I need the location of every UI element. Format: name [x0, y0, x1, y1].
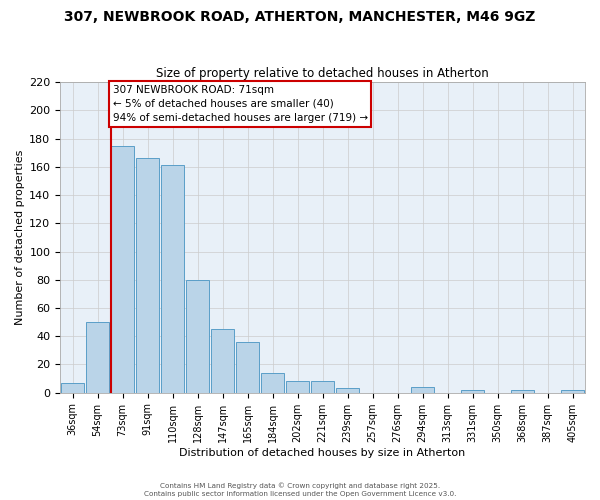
- Bar: [286, 382, 309, 392]
- X-axis label: Distribution of detached houses by size in Atherton: Distribution of detached houses by size …: [179, 448, 466, 458]
- Bar: [136, 158, 159, 392]
- Y-axis label: Number of detached properties: Number of detached properties: [15, 150, 25, 325]
- Bar: [61, 383, 84, 392]
- Bar: [86, 322, 109, 392]
- Bar: [511, 390, 534, 392]
- Bar: [561, 390, 584, 392]
- Bar: [262, 373, 284, 392]
- Bar: [112, 146, 134, 392]
- Bar: [337, 388, 359, 392]
- Title: Size of property relative to detached houses in Atherton: Size of property relative to detached ho…: [156, 66, 489, 80]
- Bar: [311, 382, 334, 392]
- Text: Contains public sector information licensed under the Open Government Licence v3: Contains public sector information licen…: [144, 491, 456, 497]
- Bar: [236, 342, 259, 392]
- Bar: [411, 387, 434, 392]
- Text: 307, NEWBROOK ROAD, ATHERTON, MANCHESTER, M46 9GZ: 307, NEWBROOK ROAD, ATHERTON, MANCHESTER…: [64, 10, 536, 24]
- Bar: [211, 329, 234, 392]
- Bar: [461, 390, 484, 392]
- Text: Contains HM Land Registry data © Crown copyright and database right 2025.: Contains HM Land Registry data © Crown c…: [160, 482, 440, 489]
- Bar: [187, 280, 209, 392]
- Text: 307 NEWBROOK ROAD: 71sqm
← 5% of detached houses are smaller (40)
94% of semi-de: 307 NEWBROOK ROAD: 71sqm ← 5% of detache…: [113, 85, 368, 123]
- Bar: [161, 166, 184, 392]
